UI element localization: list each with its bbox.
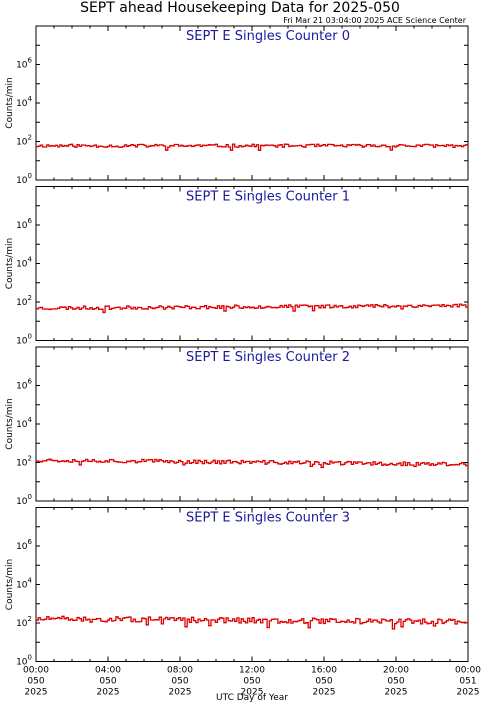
panel-frame xyxy=(35,346,469,502)
data-series-line xyxy=(36,615,468,630)
y-axis-label: Counts/min xyxy=(5,398,15,449)
x-tick-label: 2025 xyxy=(457,688,480,698)
panel-title: SEPT E Singles Counter 2 xyxy=(186,350,350,365)
x-tick-label: 00:00 xyxy=(455,666,481,676)
page-title: SEPT ahead Housekeeping Data for 2025-05… xyxy=(80,0,400,16)
y-tick-label: 104 xyxy=(16,256,32,270)
x-tick-label: 00:00 xyxy=(23,666,49,676)
y-tick-label: 102 xyxy=(16,615,32,629)
x-tick-label: 12:00 xyxy=(239,666,265,676)
x-tick-label: 051 xyxy=(459,677,476,687)
x-tick-label: 2025 xyxy=(385,688,408,698)
panel-title: SEPT E Singles Counter 0 xyxy=(186,29,350,44)
panel-title: SEPT E Singles Counter 3 xyxy=(186,511,350,526)
y-tick-label: 100 xyxy=(16,333,32,347)
y-tick-label: 102 xyxy=(16,294,32,308)
y-tick-label: 106 xyxy=(16,217,32,231)
y-axis-label: Counts/min xyxy=(5,77,15,128)
x-tick-label: 20:00 xyxy=(383,666,409,676)
x-tick-label: 050 xyxy=(243,677,260,687)
x-tick-label: 050 xyxy=(315,677,332,687)
y-axis-label: Counts/min xyxy=(5,559,15,610)
y-axis-label: Counts/min xyxy=(5,238,15,289)
x-axis-labels: 00:00050202504:00050202508:00050202512:0… xyxy=(23,666,481,698)
panel-frame xyxy=(35,25,469,181)
y-tick-label: 100 xyxy=(16,172,32,186)
y-tick-label: 102 xyxy=(16,455,32,469)
x-tick-label: 2025 xyxy=(25,688,48,698)
x-tick-label: 16:00 xyxy=(311,666,337,676)
y-tick-label: 106 xyxy=(16,378,32,392)
y-tick-label: 104 xyxy=(16,577,32,591)
panel-frame xyxy=(35,186,469,341)
x-tick-label: 050 xyxy=(27,677,44,687)
data-series-line xyxy=(36,303,468,314)
x-tick-label: 2025 xyxy=(169,688,192,698)
y-tick-label: 102 xyxy=(16,134,32,148)
data-series-line xyxy=(36,458,468,469)
x-tick-label: 050 xyxy=(387,677,404,687)
x-tick-label: 2025 xyxy=(97,688,120,698)
x-tick-label: 04:00 xyxy=(95,666,121,676)
x-tick-label: 050 xyxy=(171,677,188,687)
panel-frame xyxy=(35,507,469,662)
y-tick-label: 100 xyxy=(16,493,32,507)
x-tick-label: 2025 xyxy=(241,688,264,698)
y-tick-label: 106 xyxy=(16,538,32,552)
y-tick-label: 100 xyxy=(16,654,32,668)
x-tick-label: 050 xyxy=(99,677,116,687)
panel-title: SEPT E Singles Counter 1 xyxy=(186,190,350,205)
x-tick-label: 08:00 xyxy=(167,666,193,676)
x-axis-title: UTC Day of Year xyxy=(216,693,288,703)
y-tick-label: 104 xyxy=(16,95,32,109)
x-tick-label: 2025 xyxy=(313,688,336,698)
y-tick-label: 104 xyxy=(16,416,32,430)
generation-timestamp: Fri Mar 21 03:04:00 2025 ACE Science Cen… xyxy=(283,16,467,25)
y-tick-label: 106 xyxy=(16,57,32,71)
data-series-line xyxy=(36,143,468,151)
